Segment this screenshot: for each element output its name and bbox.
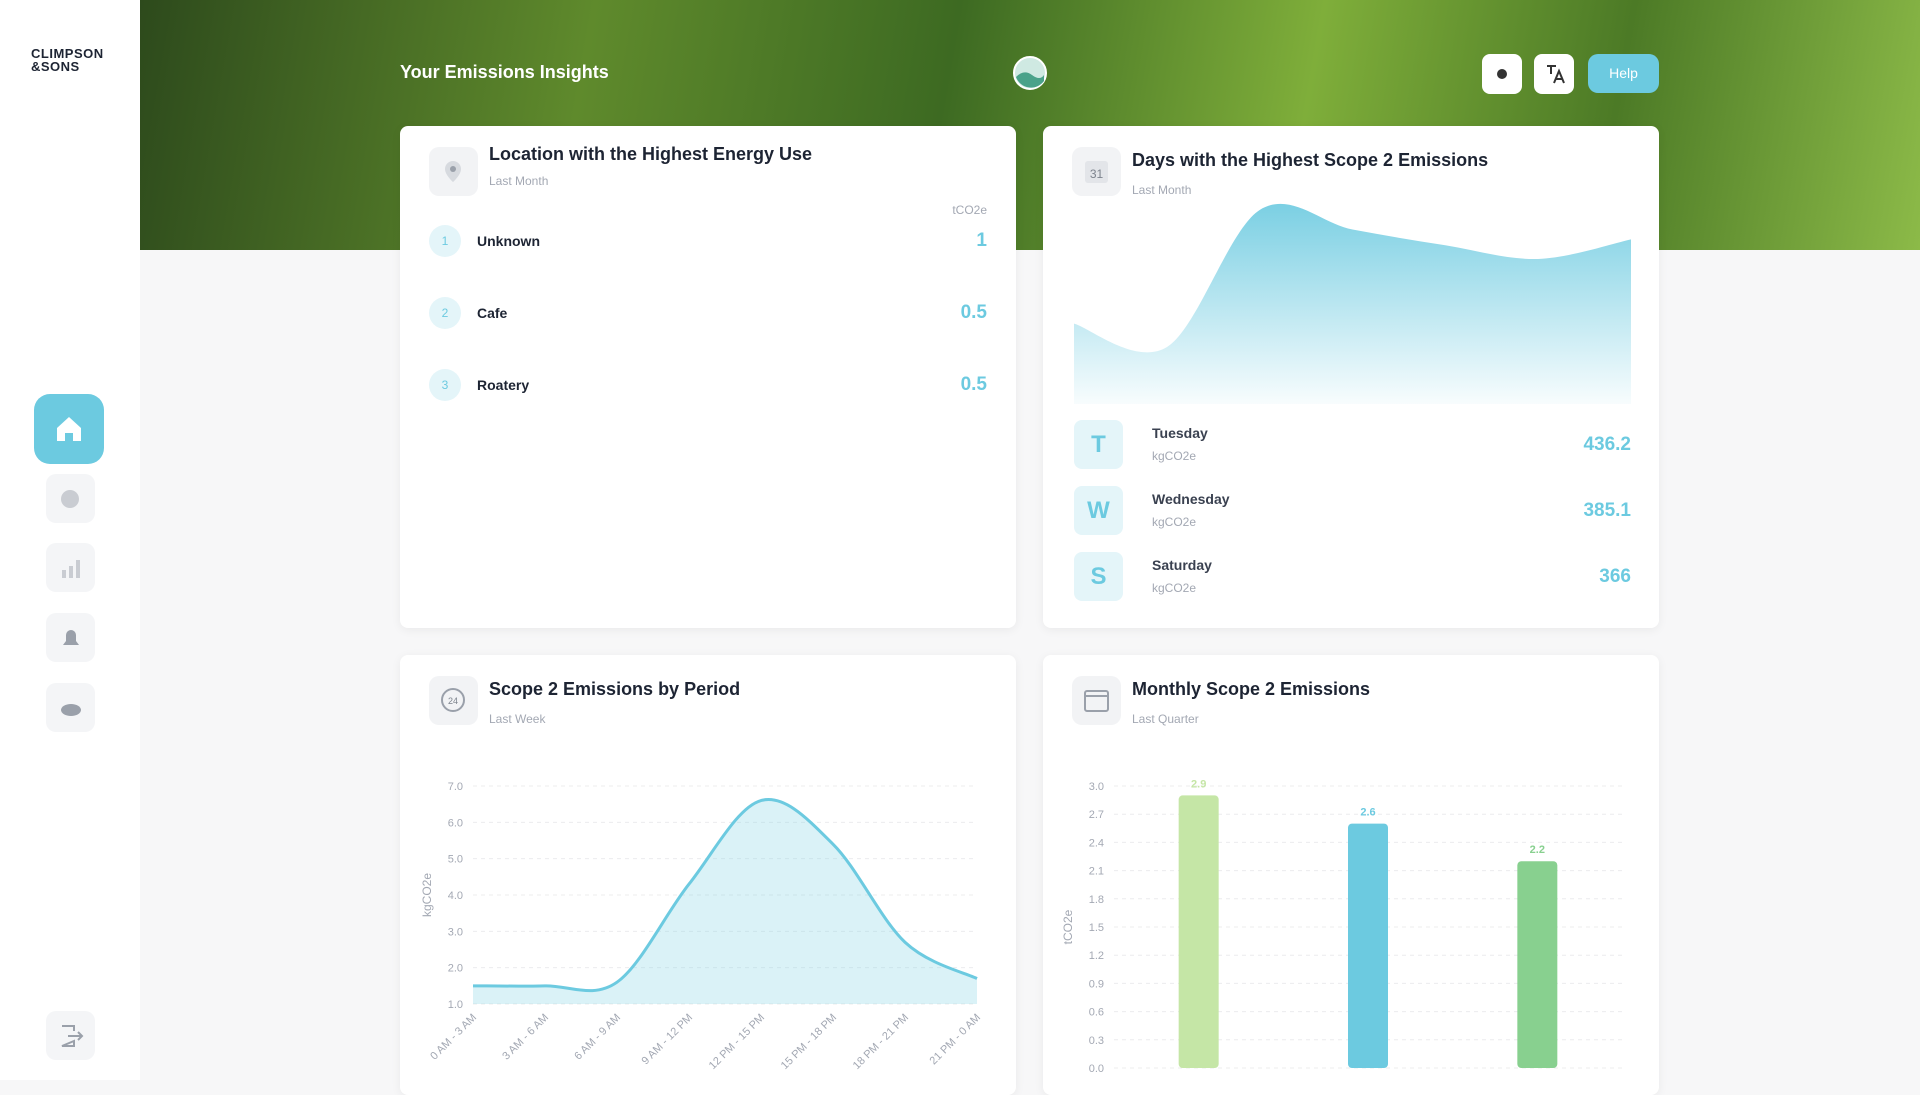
nav-alerts[interactable]	[46, 613, 95, 662]
x-tick-label: 15 PM - 18 PM	[779, 1012, 839, 1072]
card-title: Monthly Scope 2 Emissions	[1132, 679, 1371, 699]
location-value: 0.5	[960, 302, 987, 323]
page-title: Your Emissions Insights	[400, 62, 609, 82]
svg-text:31: 31	[1090, 167, 1104, 181]
day-name: Wednesday	[1152, 491, 1230, 507]
y-tick-label: 4.0	[448, 890, 463, 902]
y-tick-label: 3.0	[1089, 781, 1104, 793]
y-tick-label: 2.0	[448, 963, 463, 975]
brand-icon	[1013, 56, 1047, 90]
rank-badge: 3	[429, 369, 461, 401]
card-title: Scope 2 Emissions by Period	[489, 679, 741, 699]
card: 31 Days with the Highest Scope 2 Emissio…	[1043, 126, 1659, 628]
card-icon: 31	[1072, 147, 1121, 196]
language-button[interactable]	[1534, 54, 1574, 94]
y-tick-label: 0.3	[1089, 1035, 1104, 1047]
bar	[1348, 823, 1388, 1068]
nav-pie[interactable]	[46, 474, 95, 523]
nav-cloud[interactable]	[46, 683, 95, 732]
card-subtitle: Last Quarter	[1132, 712, 1199, 726]
area	[1074, 203, 1631, 404]
day-value: 366	[1599, 566, 1631, 587]
unit-label: tCO2e	[952, 203, 987, 217]
card: 24 Scope 2 Emissions by Period Last Week…	[400, 655, 1016, 1095]
y-tick-label: 1.0	[448, 999, 463, 1011]
card-subtitle: Last Week	[489, 712, 546, 726]
monthly-chart: 0.0 0.3 0.6 0.9 1.2 1.5 1.8 2.1 2.4 2.7 3.0 tCO2e 2.…	[1061, 778, 1622, 1075]
rank-badge: 1	[429, 225, 461, 257]
card-icon	[1072, 676, 1121, 725]
day-badge: W	[1074, 486, 1123, 535]
day-badge: T	[1074, 420, 1123, 469]
area	[473, 799, 977, 1004]
card-title: Location with the Highest Energy Use	[489, 144, 813, 164]
day-unit: kgCO2e	[1152, 581, 1197, 595]
help-button[interactable]: Help	[1588, 54, 1659, 93]
y-tick-label: 2.1	[1089, 866, 1104, 878]
bar	[1517, 861, 1558, 1068]
day-value: 436.2	[1583, 434, 1631, 455]
y-tick-label: 2.7	[1089, 809, 1104, 821]
y-tick-label: 1.8	[1089, 894, 1104, 906]
card: Monthly Scope 2 Emissions Last Quarter 0…	[1043, 655, 1659, 1095]
location-value: 0.5	[960, 374, 987, 395]
bar	[1178, 795, 1219, 1068]
home-icon	[57, 417, 81, 441]
logout[interactable]	[46, 1011, 95, 1060]
y-tick-label: 1.5	[1089, 922, 1104, 934]
y-axis-label: tCO2e	[1061, 909, 1075, 944]
rank-badge: 2	[429, 297, 461, 329]
y-axis-label: kgCO2e	[420, 873, 434, 917]
y-tick-label: 5.0	[448, 854, 463, 866]
card-subtitle: Last Month	[489, 174, 549, 188]
x-tick-label: 0 AM - 3 AM	[428, 1012, 479, 1063]
day-name: Saturday	[1152, 557, 1212, 573]
day-unit: kgCO2e	[1152, 449, 1197, 463]
nav-bars[interactable]	[46, 543, 95, 592]
day-value: 385.1	[1583, 500, 1631, 521]
day-name: Tuesday	[1152, 425, 1208, 441]
y-tick-label: 1.2	[1089, 950, 1104, 962]
bar-value-label: 2.6	[1360, 807, 1375, 819]
x-tick-label: 6 AM - 9 AM	[572, 1012, 623, 1063]
x-tick-label: 3 AM - 6 AM	[500, 1012, 551, 1063]
location-name: Cafe	[477, 305, 508, 321]
theme-button[interactable]	[1482, 54, 1522, 94]
y-tick-label: 0.9	[1089, 978, 1104, 990]
x-tick-label: 18 PM - 21 PM	[851, 1012, 911, 1072]
period-chart: 1.0 2.0 3.0 4.0 5.0 6.0 7.0 kgCO2e 0 AM - 3 AM 3 …	[420, 781, 984, 1072]
card-title: Days with the Highest Scope 2 Emissions	[1132, 150, 1489, 170]
card-icon	[429, 147, 478, 196]
sparkline-chart	[1074, 203, 1631, 404]
sidebar: CLIMPSON &SONS	[0, 0, 140, 1080]
y-tick-label: 3.0	[448, 926, 463, 938]
line	[472, 798, 978, 993]
card-icon: 24	[429, 676, 478, 725]
y-tick-label: 0.6	[1089, 1007, 1104, 1019]
y-tick-label: 0.0	[1089, 1063, 1104, 1075]
x-tick-label: 12 PM - 15 PM	[707, 1012, 767, 1072]
location-name: Roatery	[477, 377, 530, 393]
x-tick-label: 9 AM - 12 PM	[640, 1012, 696, 1068]
location-name: Unknown	[477, 233, 540, 249]
location-value: 1	[976, 230, 987, 251]
logo[interactable]: CLIMPSON &SONS	[31, 47, 104, 73]
svg-text:24: 24	[448, 696, 458, 706]
logo-line: CLIMPSON	[31, 46, 104, 61]
day-badge: S	[1074, 552, 1123, 601]
logo-line: &SONS	[31, 59, 80, 74]
bar-value-label: 2.9	[1191, 778, 1206, 790]
card: Location with the Highest Energy Use Las…	[400, 126, 1016, 628]
day-unit: kgCO2e	[1152, 515, 1197, 529]
y-tick-label: 7.0	[448, 781, 463, 793]
x-tick-label: 21 PM - 0 AM	[928, 1012, 984, 1068]
y-tick-label: 2.4	[1089, 837, 1104, 849]
nav-home[interactable]	[34, 394, 104, 464]
bar-value-label: 2.2	[1530, 844, 1545, 856]
card-subtitle: Last Month	[1132, 183, 1192, 197]
y-tick-label: 6.0	[448, 817, 463, 829]
